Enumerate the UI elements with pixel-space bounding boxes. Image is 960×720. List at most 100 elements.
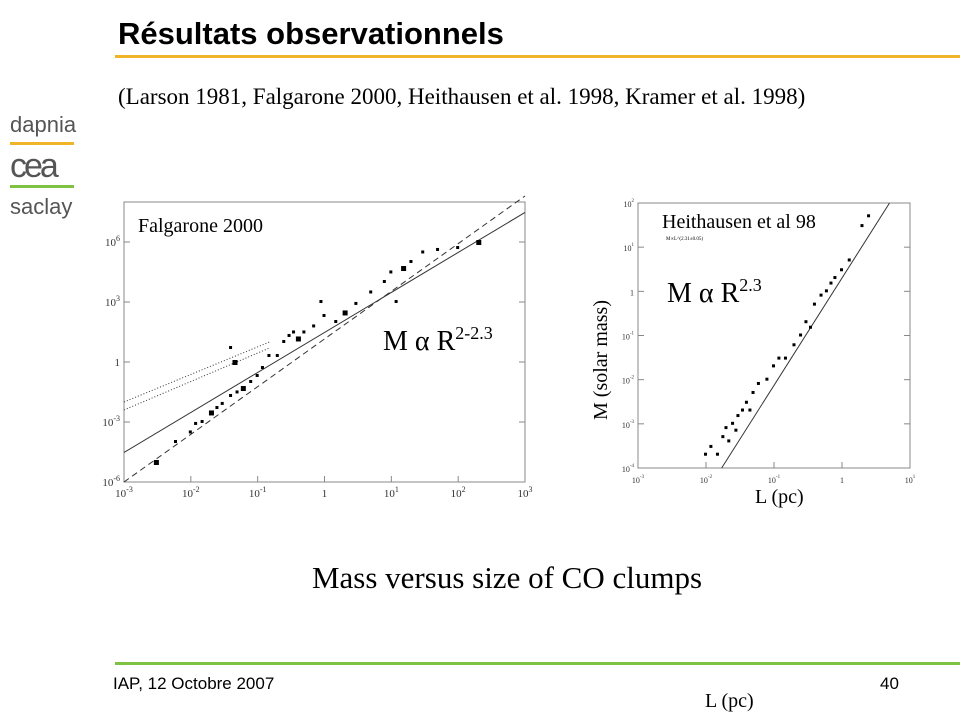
data-point xyxy=(319,300,323,303)
data-point xyxy=(792,343,796,347)
data-point xyxy=(751,390,755,394)
x-tick-label: 10-1 xyxy=(249,485,267,500)
fit-label-heithausen: M∝L^(2.31±0.05) xyxy=(666,237,703,242)
data-point xyxy=(229,393,233,397)
data-point xyxy=(772,364,775,368)
annotation-heithausen: M α R2.3 xyxy=(667,275,762,309)
data-point xyxy=(208,410,214,416)
data-point xyxy=(401,266,407,272)
footer-divider xyxy=(115,662,960,665)
logo-cea: cea xyxy=(10,147,59,185)
data-point xyxy=(812,302,816,306)
data-point xyxy=(215,406,219,410)
slide-caption: Mass versus size of CO clumps xyxy=(311,560,703,595)
data-point xyxy=(174,440,178,443)
fit-line-solid xyxy=(721,202,890,469)
y-tick-label: 102 xyxy=(624,199,635,209)
y-tick-label: 106 xyxy=(105,234,120,249)
y-tick-label: 10-3 xyxy=(102,414,120,429)
data-point xyxy=(409,260,413,263)
y-tick-label: 10-6 xyxy=(102,474,120,489)
data-point xyxy=(824,289,828,293)
data-point xyxy=(765,377,769,381)
data-point xyxy=(295,336,301,342)
data-point xyxy=(819,293,823,297)
slide-title: Résultats observationnels xyxy=(118,16,504,51)
data-point xyxy=(840,268,843,272)
data-point xyxy=(312,324,316,328)
x-tick-label: 10-3 xyxy=(632,475,645,485)
data-point xyxy=(342,310,348,316)
x-tick-label: 1 xyxy=(322,488,328,500)
data-point xyxy=(255,373,259,377)
fit-line-solid xyxy=(123,212,526,453)
data-point xyxy=(734,428,738,432)
data-point xyxy=(704,452,707,456)
data-point xyxy=(799,333,803,337)
data-point xyxy=(709,444,713,448)
y-tick-label: 101 xyxy=(624,243,635,253)
annotation-falgarone: M α R2-2.3 xyxy=(383,323,493,357)
footer-event: IAP, 12 Octobre 2007 xyxy=(113,674,275,693)
data-point xyxy=(829,281,833,285)
logo-saclay: saclay xyxy=(10,194,73,219)
data-point xyxy=(736,414,740,418)
data-point xyxy=(287,333,291,337)
chart-title-falgarone: Falgarone 2000 xyxy=(138,215,263,237)
x-axis-label-heithausen: L (pc) xyxy=(755,486,804,508)
data-point xyxy=(369,290,373,294)
x-tick-label: 103 xyxy=(518,485,533,500)
data-point xyxy=(153,460,159,465)
data-point xyxy=(220,401,224,405)
data-point xyxy=(354,301,358,305)
data-point xyxy=(804,320,808,324)
data-point xyxy=(715,452,719,456)
x-tick-label: 102 xyxy=(451,485,466,500)
x-tick-label: 10-1 xyxy=(768,475,781,485)
data-point xyxy=(334,320,338,323)
plot-frame xyxy=(637,202,911,469)
data-point xyxy=(867,214,871,218)
data-point xyxy=(833,276,837,280)
data-point xyxy=(302,330,306,334)
data-point xyxy=(476,240,482,245)
data-point xyxy=(436,247,440,251)
data-point xyxy=(744,400,748,404)
references: (Larson 1981, Falgarone 2000, Heithausen… xyxy=(118,84,806,109)
data-point xyxy=(777,356,781,360)
y-tick-label: 10-1 xyxy=(622,332,635,342)
logo-dapnia: dapnia xyxy=(10,112,77,137)
data-point xyxy=(421,250,425,254)
data-point xyxy=(322,313,326,317)
y-tick-label: 10-3 xyxy=(622,420,635,430)
y-tick-label: 103 xyxy=(105,294,120,309)
page-number: 40 xyxy=(880,674,899,693)
y-axis-label-heithausen: M (solar mass) xyxy=(590,300,612,420)
data-point xyxy=(235,390,239,394)
x-tick-label: 10-3 xyxy=(115,485,133,500)
data-point xyxy=(229,346,233,350)
data-point xyxy=(756,381,760,385)
data-point xyxy=(240,386,246,392)
data-point xyxy=(200,420,204,423)
data-point xyxy=(721,435,725,439)
data-point xyxy=(783,356,787,360)
data-point xyxy=(275,353,279,357)
data-point xyxy=(860,224,864,228)
data-point xyxy=(724,426,728,430)
dapnia-cea-saclay-logo: dapnia cea saclay xyxy=(10,112,80,220)
y-tick-label: 10-2 xyxy=(622,376,635,386)
data-point xyxy=(456,246,460,250)
data-point xyxy=(394,300,398,303)
fit-line-dotted xyxy=(123,341,270,403)
x-tick-label: 101 xyxy=(905,475,916,485)
x-tick-label: 101 xyxy=(384,485,399,500)
logo-divider xyxy=(10,142,74,145)
data-point xyxy=(249,380,253,383)
y-tick-label: 10-4 xyxy=(622,464,635,474)
data-point xyxy=(727,439,731,443)
y-tick-label: 1 xyxy=(115,357,121,369)
data-point xyxy=(188,430,192,434)
